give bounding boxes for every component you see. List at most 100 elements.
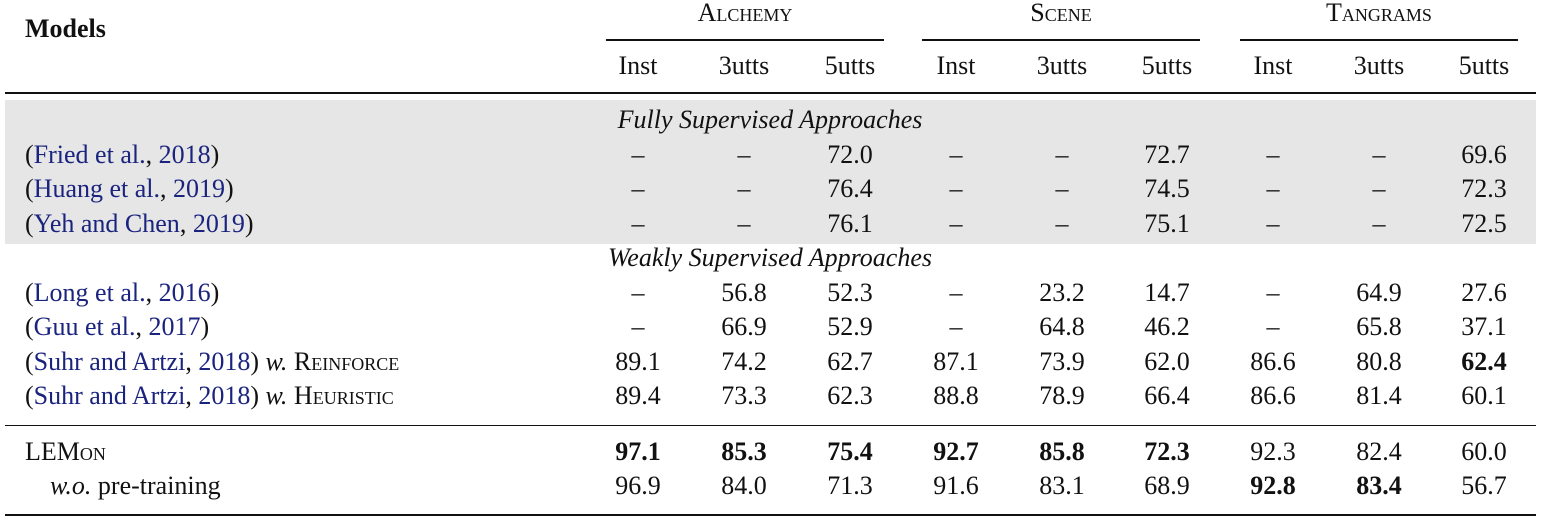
- score-cell: 89.1: [615, 346, 661, 376]
- model-label: (Suhr and Artzi, 2018) w. Heuristic: [25, 383, 394, 409]
- score-cell: 60.1: [1461, 381, 1507, 410]
- score-cell: –: [1266, 208, 1280, 238]
- label-part: ,: [185, 346, 199, 376]
- score-cell: –: [737, 208, 751, 238]
- label-part: Reinforce: [287, 346, 400, 376]
- label-part: ): [244, 208, 254, 238]
- label-part: w.: [265, 381, 288, 410]
- model-label: (Suhr and Artzi, 2018) w. Reinforce: [25, 346, 400, 376]
- column-header: 3utts: [1036, 51, 1088, 80]
- group-header: Scene: [1030, 0, 1092, 27]
- score-cell: 73.9: [1039, 346, 1085, 376]
- group-header: Tangrams: [1326, 0, 1432, 27]
- model-label: (Huang et al., 2019): [25, 176, 234, 202]
- models-header: Models: [25, 14, 106, 43]
- score-cell: –: [631, 277, 645, 307]
- score-cell: –: [1372, 208, 1386, 238]
- score-cell: –: [1266, 277, 1280, 307]
- section-title: Weakly Supervised Approaches: [608, 243, 932, 272]
- column-header: 3utts: [718, 51, 770, 80]
- score-cell: 52.9: [827, 312, 873, 341]
- score-cell: –: [631, 139, 645, 169]
- section-title: Fully Supervised Approaches: [617, 105, 923, 134]
- label-part: w.o.: [50, 471, 92, 500]
- group-rule: [606, 39, 884, 41]
- score-cell: 83.1: [1039, 471, 1085, 500]
- label-part: Suhr and Artzi: [33, 381, 186, 410]
- score-cell: 88.8: [933, 381, 979, 410]
- score-cell: –: [1266, 174, 1280, 203]
- column-header: Inst: [618, 51, 658, 80]
- score-cell: 73.3: [721, 381, 767, 410]
- model-label: (Fried et al., 2018): [25, 139, 219, 169]
- score-cell: –: [737, 174, 751, 203]
- score-cell: 62.4: [1461, 346, 1507, 376]
- label-part: ,: [145, 139, 159, 169]
- score-cell: –: [1372, 174, 1386, 203]
- section-rule: [5, 424, 1536, 426]
- score-cell: 64.8: [1039, 312, 1085, 341]
- score-cell: 92.7: [933, 436, 979, 466]
- label-part: 2017: [148, 312, 201, 341]
- column-header: 3utts: [1353, 51, 1405, 80]
- header-rule: [5, 92, 1536, 94]
- score-cell: 68.9: [1144, 471, 1190, 500]
- score-cell: 72.0: [827, 139, 873, 169]
- label-part: (: [25, 381, 34, 410]
- column-header: 5utts: [1458, 51, 1510, 80]
- column-header: Inst: [936, 51, 976, 80]
- label-part: 2018: [198, 346, 251, 376]
- group-header: Alchemy: [697, 0, 793, 27]
- label-part: (: [25, 312, 34, 341]
- score-cell: –: [1266, 139, 1280, 169]
- score-cell: 71.3: [827, 471, 873, 500]
- label-part: LEMon: [25, 436, 106, 466]
- label-part: ): [200, 312, 210, 341]
- score-cell: 14.7: [1144, 277, 1190, 307]
- score-cell: –: [1372, 139, 1386, 169]
- score-cell: –: [949, 139, 963, 169]
- score-cell: 52.3: [827, 277, 873, 307]
- group-rule: [922, 39, 1200, 41]
- label-part: Suhr and Artzi: [33, 346, 186, 376]
- score-cell: 76.4: [827, 174, 873, 203]
- label-part: 2018: [158, 139, 211, 169]
- score-cell: 92.3: [1250, 436, 1296, 466]
- model-label: w.o. pre-training: [50, 473, 221, 499]
- score-cell: 76.1: [827, 208, 873, 238]
- score-cell: 23.2: [1039, 277, 1085, 307]
- score-cell: 83.4: [1356, 471, 1402, 500]
- score-cell: 66.4: [1144, 381, 1190, 410]
- model-label: (Yeh and Chen, 2019): [25, 208, 254, 238]
- score-cell: 72.5: [1461, 208, 1507, 238]
- score-cell: –: [949, 312, 963, 341]
- score-cell: 37.1: [1461, 312, 1507, 341]
- label-part: (: [25, 208, 34, 238]
- score-cell: 81.4: [1356, 381, 1402, 410]
- score-cell: –: [949, 174, 963, 203]
- score-cell: 89.4: [615, 381, 661, 410]
- label-part: Guu et al.: [33, 312, 136, 341]
- score-cell: 84.0: [721, 471, 767, 500]
- group-rule: [1240, 39, 1518, 41]
- label-part: (: [25, 174, 34, 203]
- score-cell: 96.9: [615, 471, 661, 500]
- label-part: ,: [179, 208, 193, 238]
- label-part: ): [250, 381, 266, 410]
- score-cell: 75.4: [827, 436, 873, 466]
- score-cell: 72.3: [1144, 436, 1190, 466]
- label-part: 2019: [192, 208, 245, 238]
- score-cell: 62.3: [827, 381, 873, 410]
- score-cell: –: [1266, 312, 1280, 341]
- score-cell: 62.0: [1144, 346, 1190, 376]
- score-cell: 62.7: [827, 346, 873, 376]
- label-part: ,: [145, 277, 159, 307]
- label-part: ,: [160, 174, 174, 203]
- score-cell: 97.1: [615, 436, 661, 466]
- label-part: (: [25, 139, 34, 169]
- label-part: ): [225, 174, 234, 203]
- score-cell: 86.6: [1250, 346, 1296, 376]
- column-header: Inst: [1253, 51, 1293, 80]
- label-part: Heuristic: [287, 381, 394, 410]
